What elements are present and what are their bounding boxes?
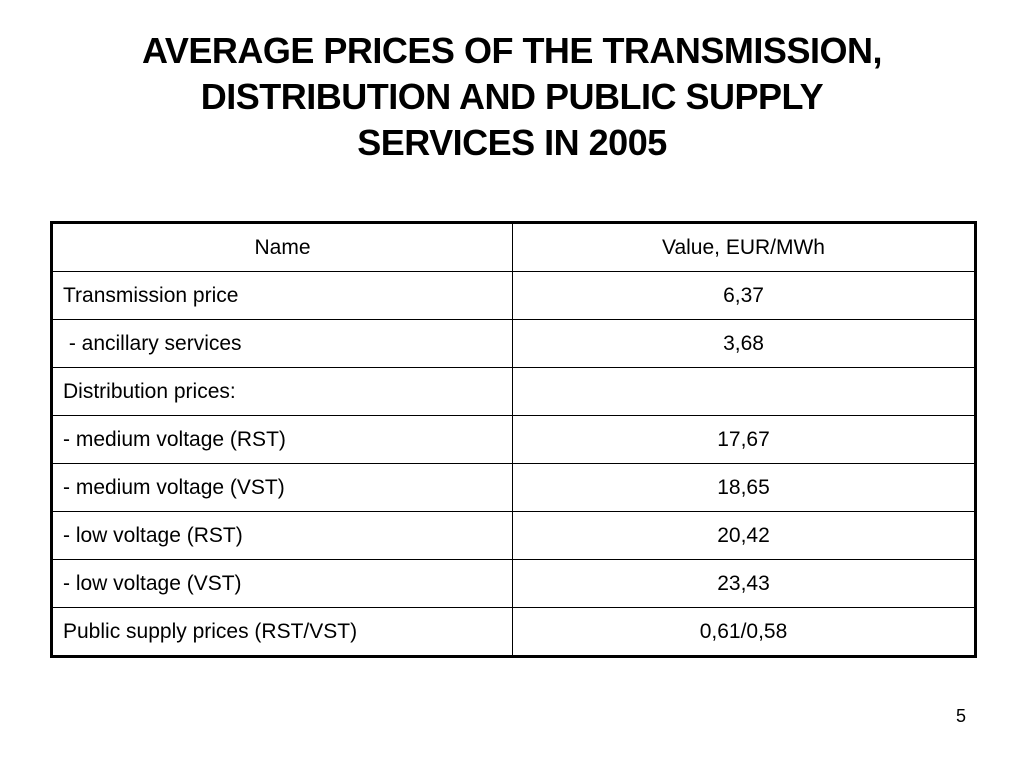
table-row: - low voltage (RST) 20,42	[51, 511, 976, 560]
table-row: - low voltage (VST) 23,43	[51, 559, 976, 608]
table-header-row: Name Value, EUR/MWh	[51, 222, 976, 272]
table-row: Transmission price 6,37	[51, 271, 976, 320]
row-value-cell: 17,67	[512, 415, 976, 464]
table-row: Public supply prices (RST/VST) 0,61/0,58	[51, 607, 976, 657]
table-row: - medium voltage (VST) 18,65	[51, 463, 976, 512]
page-number: 5	[955, 706, 966, 726]
table-row: - medium voltage (RST) 17,67	[51, 415, 976, 464]
title-line: SERVICES IN 2005	[357, 122, 667, 163]
row-value-cell: 6,37	[512, 271, 976, 320]
row-name-cell: - low voltage (VST)	[51, 559, 513, 608]
row-value-cell: 3,68	[512, 319, 976, 368]
row-name-cell: Transmission price	[51, 271, 513, 320]
row-value-cell: 20,42	[512, 511, 976, 560]
table-row: - ancillary services 3,68	[51, 319, 976, 368]
row-value-cell: 0,61/0,58	[512, 607, 976, 657]
table-row: Distribution prices:	[51, 367, 976, 416]
price-table: Name Value, EUR/MWh Transmission price 6…	[50, 221, 977, 658]
title-line: DISTRIBUTION AND PUBLIC SUPPLY	[200, 76, 824, 117]
row-name-cell: Public supply prices (RST/VST)	[51, 607, 513, 657]
row-value-cell	[512, 367, 976, 416]
row-name-cell: - ancillary services	[51, 319, 513, 368]
row-name-cell: - medium voltage (RST)	[51, 415, 513, 464]
row-name-cell: - medium voltage (VST)	[51, 463, 513, 512]
row-name-cell: - low voltage (RST)	[51, 511, 513, 560]
column-header-name: Name	[51, 222, 513, 272]
title-line: AVERAGE PRICES OF THE TRANSMISSION,	[142, 30, 882, 71]
slide-title: AVERAGE PRICES OF THE TRANSMISSION, DIST…	[40, 28, 984, 166]
row-name-cell: Distribution prices:	[51, 367, 513, 416]
row-value-cell: 18,65	[512, 463, 976, 512]
row-value-cell: 23,43	[512, 559, 976, 608]
column-header-value: Value, EUR/MWh	[512, 222, 976, 272]
